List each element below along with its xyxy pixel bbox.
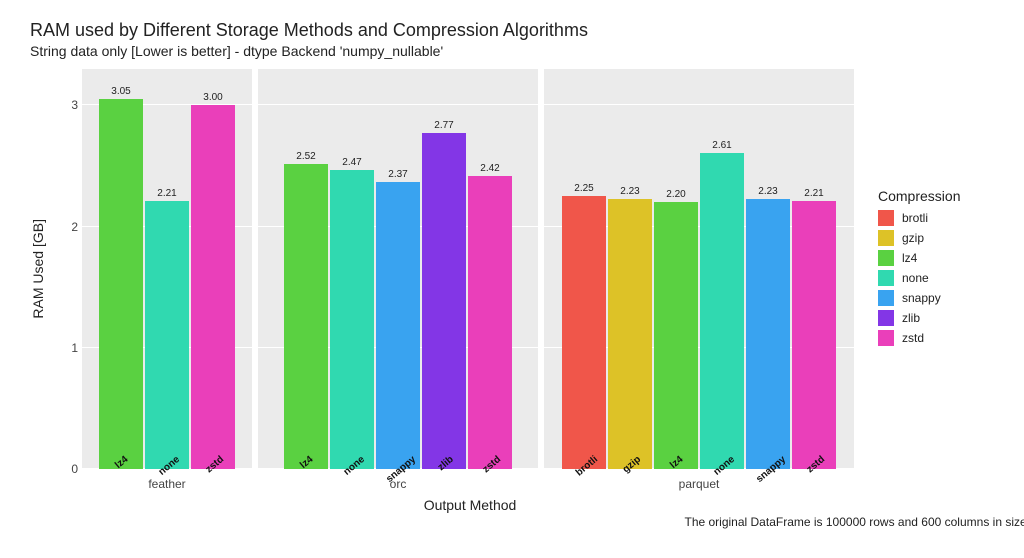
- bars-group: 2.52lz42.47none2.37snappy2.77zlib2.42zst…: [258, 69, 538, 469]
- legend-item-zstd: zstd: [878, 330, 960, 346]
- legend-swatch: [878, 210, 894, 226]
- bars-group: 3.05lz42.21none3.00zstd: [82, 69, 252, 469]
- legend-label: gzip: [902, 231, 924, 245]
- legend-item-gzip: gzip: [878, 230, 960, 246]
- bar-parquet-lz4: 2.20lz4: [654, 69, 698, 469]
- bar-value-label: 2.20: [666, 189, 685, 200]
- chart-title: RAM used by Different Storage Methods an…: [30, 20, 1004, 41]
- bar-value-label: 2.42: [480, 163, 499, 174]
- bar-value-label: 2.52: [296, 151, 315, 162]
- bar-parquet-gzip: 2.23gzip: [608, 69, 652, 469]
- bar-rect: [376, 182, 420, 469]
- bar-rect: [99, 99, 143, 469]
- bar-rect: [746, 199, 790, 469]
- legend-label: none: [902, 271, 929, 285]
- panel-label: orc: [258, 477, 538, 491]
- bar-parquet-none: 2.61none: [700, 69, 744, 469]
- bar-value-label: 2.37: [388, 169, 407, 180]
- bar-rect: [562, 196, 606, 469]
- bar-value-label: 2.21: [804, 188, 823, 199]
- bar-rect: [422, 133, 466, 469]
- legend-label: lz4: [902, 251, 917, 265]
- bar-rect: [145, 201, 189, 469]
- legend-swatch: [878, 270, 894, 286]
- bar-rect: [284, 164, 328, 469]
- legend-swatch: [878, 290, 894, 306]
- legend: Compression brotli gzip lz4 none snappy zlib z…: [878, 188, 960, 350]
- bar-value-label: 2.21: [157, 188, 176, 199]
- bar-rect: [654, 202, 698, 469]
- legend-label: brotli: [902, 211, 928, 225]
- legend-items: brotli gzip lz4 none snappy zlib zstd: [878, 210, 960, 346]
- y-tick: 2: [71, 220, 78, 234]
- legend-item-snappy: snappy: [878, 290, 960, 306]
- bar-value-label: 2.25: [574, 183, 593, 194]
- y-tick: 1: [71, 341, 78, 355]
- panels-container: 3.05lz42.21none3.00zstdfeather2.52lz42.4…: [82, 69, 854, 469]
- legend-title: Compression: [878, 188, 960, 204]
- bar-orc-none: 2.47none: [330, 69, 374, 469]
- legend-item-lz4: lz4: [878, 250, 960, 266]
- y-axis-label: RAM Used [GB]: [30, 219, 46, 319]
- bar-value-label: 2.23: [758, 186, 777, 197]
- bar-feather-lz4: 3.05lz4: [99, 69, 143, 469]
- legend-label: zstd: [902, 331, 924, 345]
- bar-value-label: 2.23: [620, 186, 639, 197]
- bar-orc-lz4: 2.52lz4: [284, 69, 328, 469]
- bar-value-label: 3.05: [111, 86, 130, 97]
- bar-value-label: 2.47: [342, 157, 361, 168]
- panel-label: parquet: [544, 477, 854, 491]
- legend-swatch: [878, 310, 894, 326]
- legend-label: snappy: [902, 291, 941, 305]
- y-tick: 3: [71, 98, 78, 112]
- legend-item-none: none: [878, 270, 960, 286]
- bar-rect: [191, 105, 235, 469]
- y-axis: 0123: [52, 69, 82, 469]
- bar-orc-snappy: 2.37snappy: [376, 69, 420, 469]
- bar-value-label: 3.00: [203, 92, 222, 103]
- bar-parquet-zstd: 2.21zstd: [792, 69, 836, 469]
- bar-value-label: 2.61: [712, 140, 731, 151]
- legend-label: zlib: [902, 311, 920, 325]
- bar-feather-zstd: 3.00zstd: [191, 69, 235, 469]
- legend-swatch: [878, 250, 894, 266]
- legend-item-zlib: zlib: [878, 310, 960, 326]
- bar-rect: [792, 201, 836, 469]
- bar-feather-none: 2.21none: [145, 69, 189, 469]
- x-axis-label: Output Method: [90, 497, 850, 513]
- panel-parquet: 2.25brotli2.23gzip2.20lz42.61none2.23sna…: [544, 69, 854, 469]
- bar-rect: [330, 170, 374, 469]
- bar-value-label: 2.77: [434, 120, 453, 131]
- chart-area: RAM Used [GB] 0123 3.05lz42.21none3.00zs…: [30, 69, 1004, 469]
- y-tick: 0: [71, 462, 78, 476]
- bar-rect: [608, 199, 652, 469]
- bar-rect: [700, 153, 744, 469]
- panel-orc: 2.52lz42.47none2.37snappy2.77zlib2.42zst…: [258, 69, 538, 469]
- bar-rect: [468, 176, 512, 469]
- legend-item-brotli: brotli: [878, 210, 960, 226]
- bar-orc-zstd: 2.42zstd: [468, 69, 512, 469]
- bar-parquet-brotli: 2.25brotli: [562, 69, 606, 469]
- chart-subtitle: String data only [Lower is better] - dty…: [30, 43, 1004, 59]
- panel-label: feather: [82, 477, 252, 491]
- legend-swatch: [878, 330, 894, 346]
- legend-swatch: [878, 230, 894, 246]
- bar-orc-zlib: 2.77zlib: [422, 69, 466, 469]
- panel-feather: 3.05lz42.21none3.00zstdfeather: [82, 69, 252, 469]
- bars-group: 2.25brotli2.23gzip2.20lz42.61none2.23sna…: [544, 69, 854, 469]
- bar-parquet-snappy: 2.23snappy: [746, 69, 790, 469]
- chart-caption: The original DataFrame is 100000 rows an…: [30, 515, 1024, 529]
